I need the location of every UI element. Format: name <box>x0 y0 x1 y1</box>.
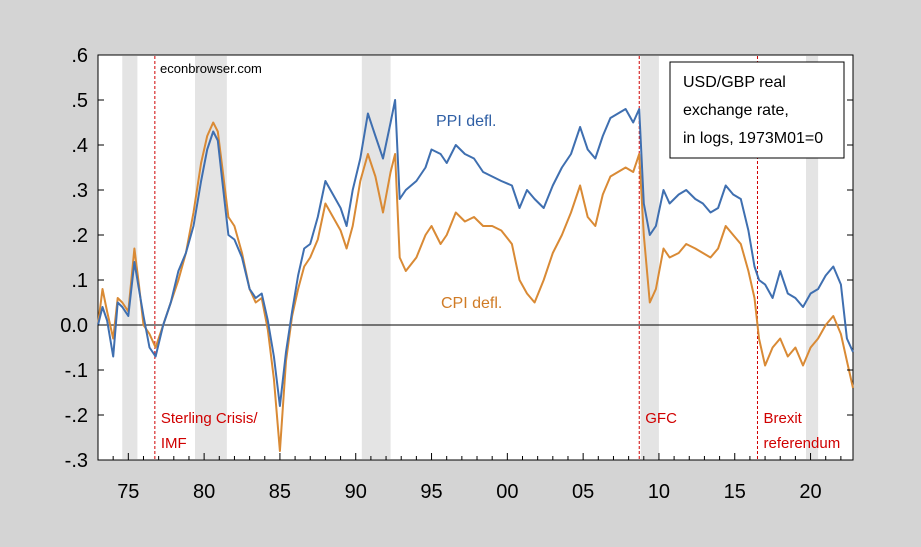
y-tick-label: -.3 <box>65 450 88 472</box>
legend-line-1: USD/GBP real <box>683 74 786 91</box>
series-line-ppi <box>97 99 854 407</box>
x-tick-label: 75 <box>117 481 139 503</box>
shaded-band <box>195 56 227 459</box>
series-line-cpi <box>97 121 854 452</box>
y-axis: -.3 -.2 -.1 0.0 .1 .2 .3 .4 .5 .6 <box>60 45 853 472</box>
y-tick-label: -.2 <box>65 405 88 427</box>
legend-line-2: exchange rate, <box>683 102 789 119</box>
y-tick-label: -.1 <box>65 360 88 382</box>
x-tick-label: 85 <box>269 481 291 503</box>
shaded-band <box>361 56 391 459</box>
legend-frame <box>669 61 845 159</box>
x-tick-label: 10 <box>648 481 670 503</box>
y-tick-label: .3 <box>71 180 88 202</box>
series-lines <box>97 99 854 452</box>
x-tick-label: 05 <box>572 481 594 503</box>
y-tick-label: .2 <box>71 225 88 247</box>
shaded-band <box>640 56 659 459</box>
x-tick-label: 20 <box>799 481 821 503</box>
event-label: IMF <box>161 435 187 452</box>
shaded-band <box>122 56 138 459</box>
y-tick-label: .6 <box>71 45 88 67</box>
event-markers: Sterling Crisis/IMF GFC Brexit referendum <box>154 56 840 459</box>
y-tick-label: 0.0 <box>60 315 88 337</box>
event-label: GFC <box>645 410 677 427</box>
x-tick-label: 90 <box>345 481 367 503</box>
x-tick-label: 00 <box>496 481 518 503</box>
recession-bands <box>122 56 819 459</box>
x-axis: 75 80 85 90 95 00 05 10 15 20 <box>97 453 842 503</box>
legend-line-3: in logs, 1973M01=0 <box>683 130 823 147</box>
y-tick-label: .1 <box>71 270 88 292</box>
y-tick-label: .4 <box>71 135 88 157</box>
event-label: referendum <box>763 435 840 452</box>
x-tick-label: 95 <box>420 481 442 503</box>
event-label: Brexit <box>763 410 802 427</box>
y-tick-label: .5 <box>71 90 88 112</box>
x-tick-label: 80 <box>193 481 215 503</box>
series-label-ppi: PPI defl. <box>436 113 496 130</box>
event-label: Sterling Crisis/ <box>161 410 259 427</box>
x-tick-label: 15 <box>724 481 746 503</box>
legend-box: USD/GBP real exchange rate, in logs, 197… <box>669 61 845 159</box>
credit-label: econbrowser.com <box>160 61 262 76</box>
series-label-cpi: CPI defl. <box>441 295 502 312</box>
